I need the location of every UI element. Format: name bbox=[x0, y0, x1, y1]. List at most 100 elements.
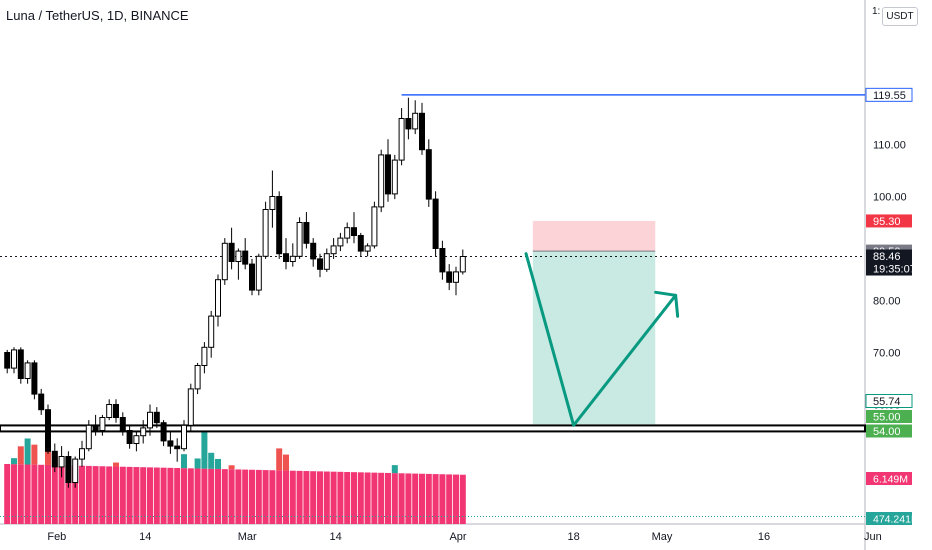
volume-bar bbox=[459, 474, 466, 524]
price-label-countdown: 19:35:07 bbox=[873, 264, 916, 276]
support-band bbox=[0, 424, 866, 433]
volume-bar bbox=[385, 472, 391, 524]
candle-body bbox=[262, 209, 269, 257]
candle-body bbox=[432, 198, 439, 250]
time-tick-label: Apr bbox=[449, 531, 466, 543]
stop-loss-zone bbox=[532, 220, 656, 252]
candle-up bbox=[412, 100, 419, 135]
projection-path bbox=[524, 252, 678, 427]
candle-down bbox=[228, 227, 235, 270]
price-label-box bbox=[866, 214, 912, 228]
volume-bar bbox=[187, 468, 194, 524]
projection-arrowhead bbox=[654, 290, 680, 318]
volume-spike bbox=[113, 462, 119, 467]
candle-body bbox=[249, 263, 255, 291]
price-tick-label: 100.00 bbox=[873, 192, 907, 204]
candle-body bbox=[364, 245, 371, 252]
candle-up bbox=[337, 232, 344, 252]
volume-bar bbox=[283, 470, 289, 524]
candle-body bbox=[133, 435, 140, 445]
price-tick-label: 80.00 bbox=[873, 296, 901, 308]
candle-down bbox=[17, 347, 24, 384]
candle-body bbox=[208, 315, 215, 348]
volume-bar bbox=[24, 464, 31, 524]
candle-up bbox=[147, 404, 153, 436]
candle-body bbox=[17, 349, 24, 379]
candle-body bbox=[181, 424, 187, 450]
volume-bar bbox=[378, 472, 385, 524]
volume-spike bbox=[24, 438, 31, 465]
candle-down bbox=[174, 438, 181, 462]
candle-body bbox=[119, 417, 126, 431]
candle-down bbox=[4, 349, 11, 374]
overlay-layer bbox=[524, 252, 680, 427]
candle-body bbox=[391, 159, 398, 195]
candle-body bbox=[160, 422, 167, 442]
candle-body bbox=[99, 417, 106, 431]
volume-bar bbox=[276, 470, 283, 524]
candle-body bbox=[31, 362, 38, 395]
volume-bar bbox=[51, 465, 58, 524]
candle-body bbox=[126, 430, 133, 444]
price-label-text: 55.74 bbox=[873, 396, 901, 408]
candle-up bbox=[398, 108, 405, 166]
volume-bar bbox=[126, 466, 133, 524]
candles-layer bbox=[4, 97, 466, 488]
candle-body bbox=[419, 112, 425, 151]
candle-body bbox=[174, 445, 181, 450]
volume-bar bbox=[58, 465, 65, 524]
volume-bar bbox=[310, 471, 317, 524]
price-label-box bbox=[865, 87, 913, 102]
price-label-box bbox=[865, 394, 913, 408]
candle-up bbox=[221, 238, 228, 285]
volume-bar bbox=[85, 465, 92, 524]
volume-bar bbox=[160, 467, 167, 524]
candle-body bbox=[79, 448, 85, 460]
candle-body bbox=[351, 227, 357, 236]
candle-up bbox=[262, 201, 269, 259]
volume-bar bbox=[119, 466, 126, 524]
candle-down bbox=[405, 97, 412, 140]
volume-bar bbox=[317, 471, 323, 524]
candle-up bbox=[140, 420, 147, 444]
volume-bar bbox=[17, 464, 24, 524]
volume-bar bbox=[65, 465, 72, 524]
time-tick-label: May bbox=[652, 531, 673, 543]
candle-down bbox=[357, 232, 364, 257]
candle-up bbox=[459, 249, 466, 275]
candle-body bbox=[38, 393, 45, 411]
candle-up bbox=[187, 383, 194, 431]
candle-down bbox=[65, 451, 72, 488]
volume-bar bbox=[364, 472, 371, 524]
candle-body bbox=[296, 222, 303, 257]
candle-down bbox=[432, 191, 439, 257]
candle-body bbox=[385, 154, 391, 195]
candle-body bbox=[147, 411, 153, 429]
volume-bar bbox=[215, 468, 221, 524]
volume-spike bbox=[11, 458, 17, 465]
volume-bar bbox=[92, 466, 99, 524]
volume-bar bbox=[174, 468, 181, 524]
time-tick-label: 14 bbox=[330, 531, 342, 543]
candle-body bbox=[378, 154, 385, 208]
symbol-title[interactable]: Luna / TetherUS, 1D, BINANCE bbox=[6, 8, 189, 23]
currency-button[interactable]: USDT bbox=[882, 7, 918, 26]
candle-body bbox=[113, 404, 119, 418]
time-tick-label: Jun bbox=[864, 531, 882, 543]
volume-bar bbox=[344, 472, 351, 524]
candle-body bbox=[140, 427, 147, 437]
volume-bar bbox=[38, 464, 45, 524]
candle-body bbox=[357, 235, 364, 252]
volume-bar bbox=[228, 469, 235, 524]
candle-body bbox=[72, 458, 79, 484]
candle-down bbox=[249, 258, 255, 296]
candle-down bbox=[283, 238, 289, 270]
volume-bar bbox=[262, 470, 269, 524]
candle-down bbox=[303, 212, 310, 249]
candle-body bbox=[337, 237, 344, 247]
candle-down bbox=[51, 443, 58, 473]
candle-body bbox=[85, 424, 92, 450]
volume-bar bbox=[79, 465, 85, 524]
